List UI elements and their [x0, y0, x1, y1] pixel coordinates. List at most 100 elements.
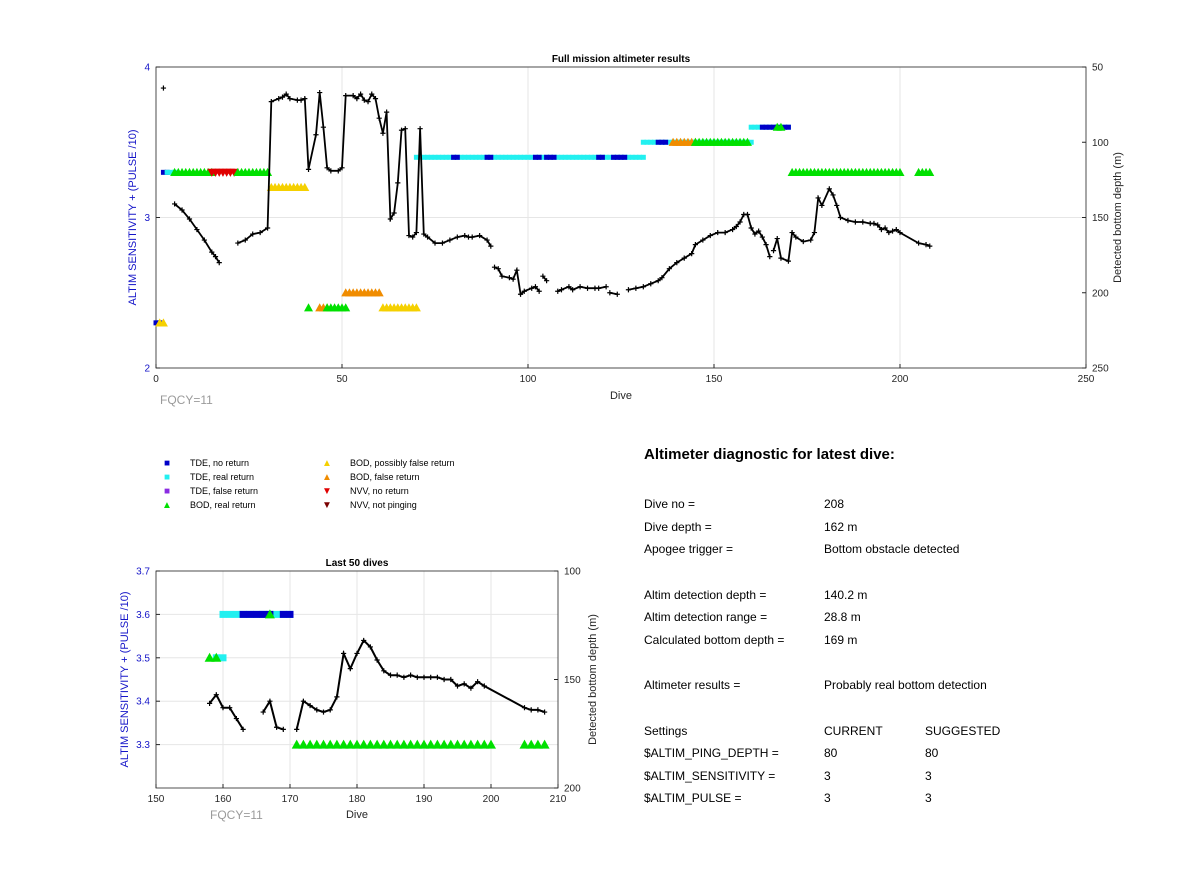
- depth-point: [406, 232, 412, 239]
- depth-point: [448, 676, 454, 683]
- depth-point: [540, 273, 546, 279]
- depth-point: [875, 222, 881, 228]
- depth-point: [354, 96, 360, 102]
- depth-point: [381, 668, 387, 674]
- depth-point: [555, 288, 561, 294]
- depth-point: [767, 254, 773, 260]
- tde-marker: [469, 154, 475, 160]
- calc-depth-label: Calculated bottom depth =: [644, 632, 785, 647]
- depth-point: [528, 707, 534, 713]
- tde-marker: [555, 154, 561, 160]
- x-tick-label: 150: [706, 374, 723, 385]
- depth-point: [408, 672, 414, 678]
- depth-point: [372, 96, 379, 102]
- depth-point: [160, 85, 167, 91]
- tde-marker: [525, 154, 531, 160]
- depth-point: [692, 241, 698, 248]
- depth-point: [893, 226, 899, 233]
- depth-point: [434, 674, 440, 680]
- depth-point: [341, 650, 347, 657]
- tde-marker: [160, 169, 166, 175]
- depth-line: [174, 203, 220, 264]
- depth-point: [570, 287, 576, 293]
- depth-point: [566, 284, 572, 290]
- tde-marker: [588, 154, 594, 160]
- depth-point: [250, 231, 256, 237]
- bod-marker: [325, 739, 336, 749]
- tde-marker: [648, 139, 654, 145]
- y-axis-label: ALTIM SENSITIVITY + (PULSE /10): [127, 130, 139, 306]
- depth-point: [521, 288, 527, 294]
- depth-point: [220, 705, 226, 711]
- depth-point: [384, 109, 390, 115]
- triangle-down-icon: ▼: [322, 486, 332, 497]
- bod-marker: [352, 739, 362, 749]
- tde-marker: [558, 154, 564, 160]
- depth-point: [227, 705, 233, 711]
- tde-marker: [514, 154, 520, 160]
- tde-marker: [640, 139, 646, 145]
- depth-point: [477, 232, 483, 239]
- y2-axis-label: Detected bottom depth (m): [587, 614, 599, 745]
- bod-marker: [305, 739, 316, 749]
- y2-tick-label: 50: [1092, 63, 1104, 74]
- settings-header-row: Settings CURRENT SUGGESTED: [644, 720, 1064, 743]
- x-tick-label: 190: [416, 794, 433, 805]
- depth-point: [793, 234, 799, 240]
- tde-marker: [603, 154, 609, 160]
- depth-point: [428, 674, 434, 680]
- depth-point: [462, 232, 468, 239]
- depth-point: [461, 681, 467, 687]
- bod-marker: [405, 739, 416, 749]
- x-tick-label: 180: [349, 794, 366, 805]
- bod-marker: [742, 137, 752, 146]
- ping-depth-current: 80: [824, 746, 838, 760]
- legend-bod-real-return: ▲ BOD, real return: [160, 500, 255, 511]
- bod-marker: [345, 739, 356, 749]
- depth-point: [354, 650, 360, 657]
- depth-point: [681, 255, 687, 261]
- ping-depth-suggested: 80: [925, 746, 939, 760]
- depth-point: [871, 220, 877, 227]
- full-mission-chart: 0 50 100 150 200 250 2 3 4 50 100 150 200 250 Full mis…: [127, 54, 1124, 407]
- depth-point: [800, 238, 806, 245]
- tde-marker: [644, 139, 650, 145]
- bod-marker: [486, 739, 496, 749]
- tde-marker: [767, 124, 773, 130]
- tde-marker: [495, 154, 501, 160]
- depth-point: [305, 166, 312, 172]
- depth-point: [633, 285, 639, 291]
- depth-point: [481, 683, 487, 689]
- tde-marker: [465, 154, 471, 160]
- depth-point: [837, 214, 844, 221]
- depth-point: [752, 231, 758, 237]
- depth-point: [302, 96, 308, 102]
- depth-point: [313, 132, 319, 138]
- results-label: Altimeter results =: [644, 678, 741, 692]
- tde-marker: [168, 169, 174, 175]
- depth-point: [268, 99, 274, 105]
- tde-marker: [443, 154, 449, 160]
- tde-marker: [663, 139, 669, 145]
- depth-line: [262, 698, 284, 731]
- tde-marker: [570, 154, 576, 160]
- bod-marker: [385, 739, 396, 749]
- depth-point: [700, 237, 706, 243]
- bod-marker: [425, 739, 436, 749]
- depth-point: [287, 96, 293, 102]
- depth-point: [468, 685, 474, 691]
- y-tick-label: 2: [144, 364, 150, 375]
- tde-marker: [544, 154, 550, 160]
- square-icon: ■: [163, 486, 171, 497]
- depth-point: [235, 240, 241, 246]
- tde-marker: [651, 139, 657, 145]
- tde-marker: [655, 139, 661, 145]
- bod-marker: [204, 652, 215, 662]
- suggested-header: SUGGESTED: [925, 723, 1001, 738]
- depth-point: [172, 201, 178, 207]
- depth-point: [350, 92, 356, 99]
- depth-point: [882, 225, 888, 231]
- tde-marker: [439, 154, 445, 160]
- depth-point: [387, 216, 393, 222]
- tde-marker: [611, 154, 617, 160]
